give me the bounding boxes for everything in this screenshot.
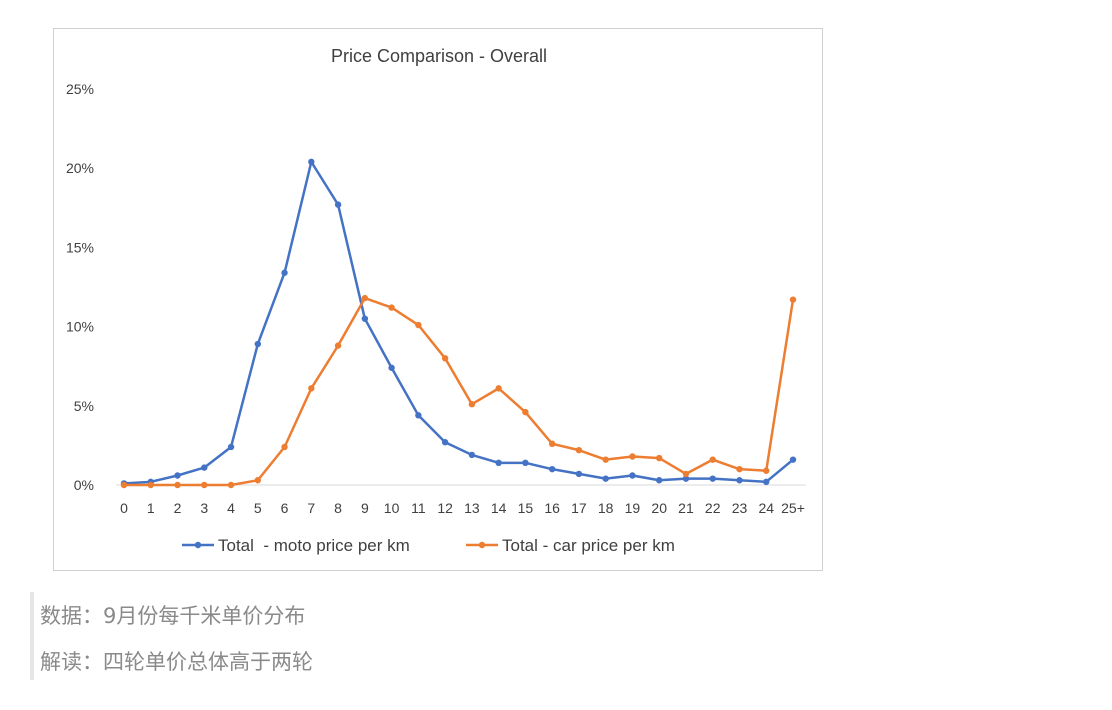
x-tick-label: 13 bbox=[464, 500, 480, 516]
x-tick-label: 7 bbox=[307, 500, 315, 516]
data-point bbox=[308, 385, 315, 392]
data-point bbox=[522, 459, 529, 467]
data-point bbox=[548, 465, 556, 473]
x-tick-label: 10 bbox=[384, 500, 400, 516]
data-point bbox=[656, 477, 663, 484]
data-point bbox=[602, 456, 609, 463]
x-tick-label: 17 bbox=[571, 500, 587, 516]
y-tick-label: 0% bbox=[74, 477, 94, 493]
x-tick-label: 2 bbox=[174, 500, 182, 516]
x-tick-label: 18 bbox=[598, 500, 614, 516]
chart-frame: Price Comparison - Overall 0% 5% 10% 15% 20%… bbox=[53, 28, 823, 571]
x-tick-label: 14 bbox=[491, 500, 507, 516]
data-point bbox=[709, 475, 716, 482]
data-point bbox=[388, 304, 395, 311]
data-point bbox=[334, 342, 342, 349]
caption-accent-bar bbox=[30, 592, 34, 680]
data-point bbox=[334, 201, 342, 208]
caption-data-source: 数据：9月份每千米单价分布 bbox=[40, 604, 306, 628]
data-point bbox=[736, 465, 743, 473]
data-point bbox=[736, 477, 743, 484]
legend-label: Total - moto price per km bbox=[218, 536, 410, 555]
data-point bbox=[575, 446, 583, 454]
x-tick-label: 16 bbox=[544, 500, 560, 516]
x-tick-label: 5 bbox=[254, 500, 262, 516]
data-point bbox=[629, 472, 636, 479]
data-point bbox=[763, 478, 770, 486]
data-point bbox=[415, 412, 422, 419]
x-tick-label: 15 bbox=[518, 500, 534, 516]
x-tick-label: 8 bbox=[334, 500, 342, 516]
x-tick-label: 22 bbox=[705, 500, 721, 516]
line-chart: Price Comparison - Overall 0% 5% 10% 15% 20%… bbox=[66, 46, 806, 555]
x-tick-label: 6 bbox=[281, 500, 289, 516]
x-tick-label: 25+ bbox=[781, 500, 805, 516]
data-point bbox=[201, 481, 208, 489]
data-point bbox=[441, 439, 449, 446]
x-tick-label: 11 bbox=[411, 500, 426, 516]
data-point bbox=[201, 464, 208, 471]
data-point bbox=[468, 401, 476, 408]
x-tick-label: 24 bbox=[758, 500, 774, 516]
data-point bbox=[709, 456, 716, 463]
series-line-1 bbox=[124, 296, 795, 487]
data-point bbox=[308, 158, 315, 166]
x-tick-label: 0 bbox=[120, 500, 128, 516]
data-point bbox=[629, 453, 636, 460]
legend-swatch-marker bbox=[478, 541, 486, 549]
y-tick-label: 25% bbox=[66, 81, 94, 97]
data-point bbox=[789, 296, 797, 303]
legend-label: Total - car price per km bbox=[502, 536, 675, 555]
data-point bbox=[254, 340, 261, 348]
data-point bbox=[789, 456, 797, 463]
data-point bbox=[682, 470, 690, 478]
y-tick-label: 5% bbox=[74, 398, 94, 414]
data-point bbox=[174, 481, 181, 489]
x-tick-label: 3 bbox=[200, 500, 208, 516]
data-point bbox=[281, 443, 288, 451]
data-point bbox=[415, 321, 422, 329]
series-line-0 bbox=[123, 160, 794, 485]
x-tick-label: 19 bbox=[625, 500, 641, 516]
data-point bbox=[361, 315, 369, 322]
data-point bbox=[522, 408, 529, 416]
y-tick-label: 20% bbox=[66, 160, 94, 176]
data-point bbox=[361, 294, 369, 302]
data-point bbox=[656, 454, 663, 462]
data-point bbox=[388, 364, 395, 371]
data-point bbox=[575, 470, 583, 478]
x-tick-label: 4 bbox=[227, 500, 235, 516]
data-point bbox=[495, 459, 502, 467]
x-tick-label: 1 bbox=[147, 500, 155, 516]
data-point bbox=[281, 269, 288, 276]
chart-title: Price Comparison - Overall bbox=[331, 46, 547, 66]
x-tick-label: 9 bbox=[361, 500, 369, 516]
data-point bbox=[227, 481, 235, 489]
data-point bbox=[227, 443, 235, 451]
y-tick-label: 10% bbox=[66, 319, 94, 335]
data-point bbox=[602, 475, 609, 482]
data-point bbox=[441, 355, 449, 362]
data-point bbox=[495, 385, 502, 392]
data-point bbox=[120, 481, 128, 489]
data-point bbox=[254, 477, 261, 484]
x-tick-label: 20 bbox=[651, 500, 667, 516]
data-point bbox=[468, 451, 476, 459]
data-point bbox=[174, 472, 181, 479]
legend-swatch-marker bbox=[194, 541, 202, 549]
caption-interpretation: 解读：四轮单价总体高于两轮 bbox=[40, 650, 313, 674]
x-tick-label: 21 bbox=[678, 500, 694, 516]
x-tick-label: 12 bbox=[437, 500, 453, 516]
x-tick-label: 23 bbox=[732, 500, 748, 516]
data-point bbox=[548, 440, 556, 448]
y-tick-label: 15% bbox=[66, 239, 94, 255]
data-point bbox=[147, 481, 154, 489]
data-point bbox=[763, 467, 770, 474]
data-point bbox=[682, 475, 690, 482]
